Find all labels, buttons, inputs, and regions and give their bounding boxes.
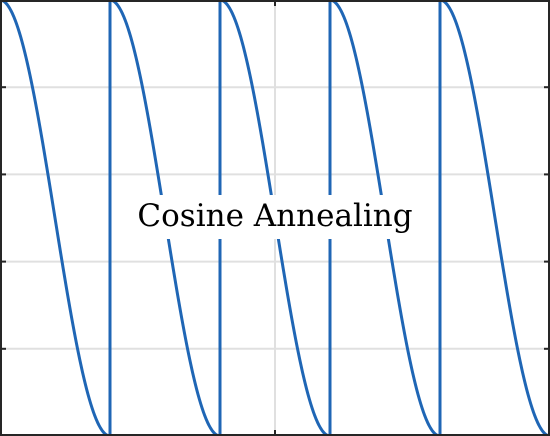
cycle-1-line — [0, 0, 111, 436]
annotation-background — [136, 195, 413, 239]
annotation: Cosine Annealing — [136, 195, 413, 239]
cycle-5-line — [438, 0, 550, 436]
annotation-label: Cosine Annealing — [137, 198, 412, 234]
